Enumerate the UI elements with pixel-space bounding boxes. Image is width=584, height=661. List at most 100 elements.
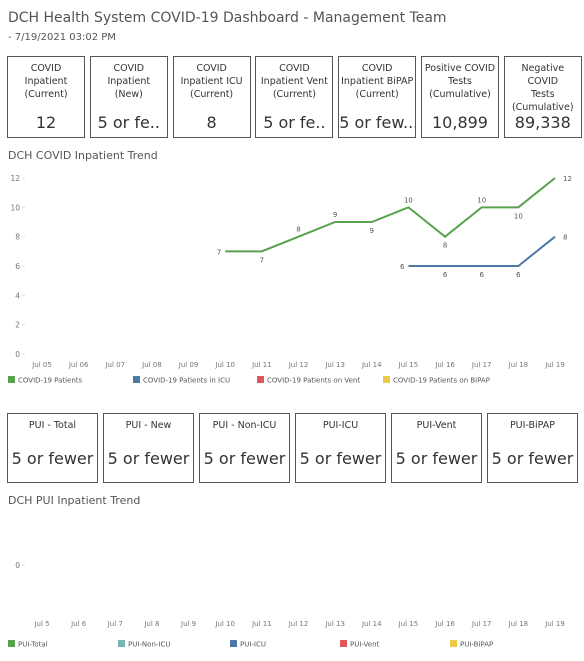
pui-value: 5 or fewer bbox=[491, 449, 574, 468]
x-tick-label: Jul 14 bbox=[361, 620, 382, 628]
kpi-value: 5 or fe.. bbox=[97, 113, 160, 132]
kpi-label-line: COVID bbox=[196, 63, 227, 74]
kpi-card: Positive COVID Tests (Cumulative) 10,899 bbox=[421, 56, 499, 138]
kpi-card: Negative COVID Tests (Cumulative) 89,338 bbox=[503, 56, 582, 138]
kpi-label: Positive COVID Tests (Cumulative) bbox=[422, 57, 498, 101]
x-tick-label: Jul 14 bbox=[361, 361, 382, 369]
pui-value: 5 or fewer bbox=[107, 449, 190, 468]
data-label: 6 bbox=[516, 271, 521, 279]
legend-label: COVID-19 Patients in ICU bbox=[143, 377, 230, 385]
pui-value: 5 or fewer bbox=[203, 449, 286, 468]
kpi-value: 5 or few... bbox=[339, 113, 416, 132]
pui-card: PUI - New 5 or fewer bbox=[103, 413, 194, 483]
y-tick-label: 12 bbox=[10, 174, 20, 183]
pui-label: PUI - Non-ICU bbox=[212, 420, 277, 431]
pui-label: PUI - Total bbox=[28, 420, 77, 431]
x-tick-label: Jul 8 bbox=[143, 620, 159, 628]
kpi-label-line: Inpatient BiPAP bbox=[341, 76, 414, 87]
pui-label: PUI-Vent bbox=[416, 420, 457, 431]
kpi-label-line: COVID bbox=[279, 63, 310, 74]
x-tick-label: Jul 13 bbox=[324, 620, 345, 628]
kpi-card: COVID Inpatient Vent (Current) 5 or fe.. bbox=[255, 56, 334, 138]
kpi-label-line: (Current) bbox=[190, 89, 234, 100]
x-tick-label: Jul 06 bbox=[68, 361, 89, 369]
kpi-label-line: Inpatient bbox=[24, 76, 68, 87]
x-tick-label: Jul 6 bbox=[70, 620, 87, 628]
kpi-value: 12 bbox=[35, 113, 57, 132]
data-label: 10 bbox=[404, 196, 413, 204]
x-tick-label: Jul 19 bbox=[544, 620, 565, 628]
kpi-label: Negative COVID Tests (Cumulative) bbox=[505, 57, 581, 114]
data-label: 6 bbox=[479, 271, 484, 279]
pui-card: PUI-BiPAP 5 or fewer bbox=[487, 413, 578, 483]
y-tick-label: 6 bbox=[15, 262, 20, 271]
legend-label: PUI-Vent bbox=[350, 641, 380, 649]
x-tick-label: Jul 13 bbox=[324, 361, 345, 369]
x-tick-label: Jul 19 bbox=[544, 361, 565, 369]
kpi-value: 89,338 bbox=[514, 113, 571, 132]
pui-card: PUI-Vent 5 or fewer bbox=[391, 413, 482, 483]
kpi-label: COVID Inpatient Vent (Current) bbox=[256, 57, 332, 101]
data-label: 6 bbox=[400, 263, 405, 271]
legend-swatch bbox=[8, 640, 15, 647]
data-label: 10 bbox=[514, 212, 523, 220]
kpi-value: 10,899 bbox=[432, 113, 488, 132]
legend-label: PUI-Total bbox=[18, 641, 48, 649]
chart-title: DCH COVID Inpatient Trend bbox=[8, 149, 158, 162]
legend-swatch bbox=[118, 640, 125, 647]
x-tick-label: Jul 15 bbox=[398, 361, 419, 369]
subtitle: - 7/19/2021 03:02 PM bbox=[8, 32, 116, 43]
kpi-label: COVID Inpatient (New) bbox=[91, 57, 167, 101]
y-tick-label: 10 bbox=[10, 203, 20, 212]
legend-swatch bbox=[8, 376, 15, 383]
x-tick-label: Jul 10 bbox=[214, 361, 235, 369]
data-label: 9 bbox=[370, 227, 374, 235]
pui-value: 5 or fewer bbox=[299, 449, 382, 468]
kpi-card: COVID Inpatient ICU (Current) 8 bbox=[172, 56, 251, 138]
kpi-label-line: (Current) bbox=[355, 89, 399, 100]
kpi-label-line: Tests bbox=[530, 89, 555, 100]
legend-label: PUI-Non-ICU bbox=[128, 641, 171, 649]
y-tick-label: 2 bbox=[15, 321, 20, 330]
kpi-label-line: (Current) bbox=[272, 89, 316, 100]
data-label: 8 bbox=[296, 226, 300, 234]
chart: 0 Jul 5 Jul 6 Jul 7 Jul 8 Jul 9 Jul 10 Jul 11 Ju… bbox=[8, 561, 565, 649]
x-tick-label: Jul 7 bbox=[107, 620, 123, 628]
kpi-label-line: Inpatient bbox=[107, 76, 151, 87]
data-label: 6 bbox=[443, 271, 448, 279]
kpi-label-line: COVID bbox=[361, 63, 393, 74]
x-tick-label: Jul 09 bbox=[178, 361, 199, 369]
data-label: 8 bbox=[443, 242, 447, 250]
legend-swatch bbox=[257, 376, 264, 383]
x-tick-label: Jul 10 bbox=[214, 620, 235, 628]
x-tick-label: Jul 07 bbox=[104, 361, 125, 369]
kpi-label-line: Inpatient Vent bbox=[260, 76, 328, 87]
pui-value: 5 or fewer bbox=[395, 449, 478, 468]
pui-card: PUI - Non-ICU 5 or fewer bbox=[199, 413, 290, 483]
x-tick-label: Jul 9 bbox=[180, 620, 196, 628]
data-label: 12 bbox=[563, 175, 572, 183]
x-tick-label: Jul 08 bbox=[141, 361, 162, 369]
y-tick-label: 0 bbox=[15, 350, 20, 359]
y-tick-label: 0 bbox=[15, 561, 20, 570]
y-tick-label: 8 bbox=[15, 233, 20, 242]
kpi-label-line: COVID bbox=[113, 63, 145, 74]
data-label: 7 bbox=[260, 256, 264, 264]
legend-label: PUI-BiPAP bbox=[460, 641, 493, 649]
x-tick-label: Jul 18 bbox=[508, 620, 529, 628]
kpi-label-line: (Cumulative) bbox=[429, 89, 491, 100]
chart: 0 2 4 6 8 10 12 Jul 05 Jul 06 Jul 07 Jul 08 Jul 09 J… bbox=[8, 174, 572, 385]
title: DCH Health System COVID-19 Dashboard - M… bbox=[8, 10, 447, 26]
kpi-label-line: Inpatient ICU bbox=[180, 76, 243, 87]
kpi-card: COVID Inpatient BiPAP (Current) 5 or few... bbox=[338, 56, 417, 138]
legend-swatch bbox=[340, 640, 347, 647]
pui-card: PUI - Total 5 or fewer bbox=[7, 413, 98, 483]
line bbox=[408, 235, 556, 267]
x-tick-label: Jul 11 bbox=[251, 361, 272, 369]
legend-label: COVID-19 Patients on BiPAP bbox=[393, 377, 490, 385]
pui-value: 5 or fewer bbox=[11, 449, 94, 468]
kpi-label-line: (New) bbox=[114, 89, 143, 100]
x-tick-label: Jul 16 bbox=[434, 620, 455, 628]
kpi-label-line: COVID bbox=[30, 63, 62, 74]
